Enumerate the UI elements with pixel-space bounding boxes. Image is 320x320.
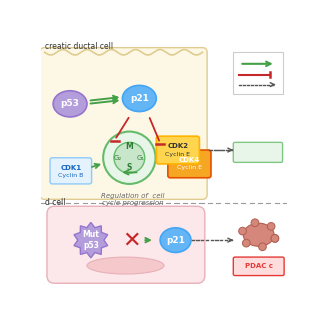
Text: Cyclin E: Cyclin E	[177, 165, 202, 170]
Circle shape	[271, 235, 279, 242]
FancyBboxPatch shape	[47, 206, 205, 283]
Ellipse shape	[123, 85, 156, 112]
Circle shape	[103, 132, 156, 184]
FancyBboxPatch shape	[168, 150, 211, 178]
Text: Cyclin B: Cyclin B	[58, 173, 84, 178]
Circle shape	[267, 222, 275, 230]
Text: S: S	[127, 163, 132, 172]
Ellipse shape	[243, 223, 274, 246]
Text: d cell: d cell	[45, 198, 65, 207]
Text: G₁: G₁	[137, 155, 145, 161]
Circle shape	[239, 227, 246, 235]
Ellipse shape	[160, 228, 191, 252]
FancyBboxPatch shape	[233, 52, 283, 94]
FancyBboxPatch shape	[233, 257, 284, 276]
Text: CDK4: CDK4	[179, 157, 200, 163]
Text: p53: p53	[60, 99, 79, 108]
Ellipse shape	[87, 257, 164, 274]
Text: Mut
p53: Mut p53	[83, 230, 99, 250]
Ellipse shape	[53, 91, 87, 117]
FancyBboxPatch shape	[233, 142, 283, 162]
FancyBboxPatch shape	[156, 136, 199, 164]
Circle shape	[271, 235, 279, 242]
Text: p21: p21	[130, 94, 149, 103]
Text: PDAC c: PDAC c	[245, 263, 273, 269]
Circle shape	[243, 239, 250, 247]
Text: p21: p21	[166, 236, 185, 245]
Circle shape	[114, 142, 145, 173]
Text: ✕: ✕	[122, 230, 141, 250]
Text: Regulation of  cell
cycle progression: Regulation of cell cycle progression	[101, 192, 165, 205]
FancyBboxPatch shape	[40, 48, 207, 199]
Text: creatic ductal cell: creatic ductal cell	[45, 42, 113, 51]
Text: M: M	[125, 142, 133, 151]
FancyBboxPatch shape	[50, 158, 92, 184]
Circle shape	[251, 219, 259, 227]
Circle shape	[259, 243, 266, 251]
Polygon shape	[74, 222, 108, 258]
Text: CDK2: CDK2	[167, 143, 188, 149]
Text: Cyclin E: Cyclin E	[165, 152, 190, 157]
Text: CDK1: CDK1	[60, 165, 81, 171]
Text: G₂: G₂	[114, 155, 122, 161]
